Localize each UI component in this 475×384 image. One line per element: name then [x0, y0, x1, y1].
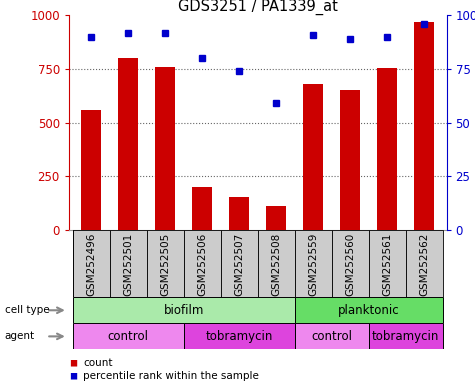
Bar	[377, 68, 398, 230]
Bar	[294, 297, 443, 323]
Bar	[221, 230, 257, 297]
Bar	[229, 197, 249, 230]
Bar	[294, 230, 332, 297]
Text: tobramycin: tobramycin	[372, 330, 439, 343]
Bar	[192, 187, 212, 230]
Bar	[340, 91, 361, 230]
Text: GSM252506: GSM252506	[197, 233, 207, 296]
Title: GDS3251 / PA1339_at: GDS3251 / PA1339_at	[178, 0, 338, 15]
Text: control: control	[311, 330, 352, 343]
Bar	[184, 230, 221, 297]
Bar	[110, 230, 147, 297]
Bar	[406, 230, 443, 297]
Text: GSM252496: GSM252496	[86, 233, 96, 296]
Text: control: control	[108, 330, 149, 343]
Bar	[332, 230, 369, 297]
Bar	[73, 297, 294, 323]
Bar	[155, 67, 175, 230]
Text: GSM252562: GSM252562	[419, 233, 429, 296]
Text: GSM252505: GSM252505	[160, 233, 170, 296]
Text: planktonic: planktonic	[338, 304, 399, 317]
Bar	[184, 323, 294, 349]
Bar	[369, 230, 406, 297]
Text: GSM252561: GSM252561	[382, 233, 392, 296]
Text: percentile rank within the sample: percentile rank within the sample	[83, 371, 259, 381]
Text: tobramycin: tobramycin	[206, 330, 273, 343]
Bar	[303, 84, 323, 230]
Text: ◼: ◼	[69, 358, 77, 368]
Bar	[369, 323, 443, 349]
Text: agent: agent	[5, 331, 35, 341]
Bar	[147, 230, 184, 297]
Text: count: count	[83, 358, 113, 368]
Bar	[294, 323, 369, 349]
Text: GSM252559: GSM252559	[308, 233, 318, 296]
Bar	[81, 110, 101, 230]
Bar	[118, 58, 138, 230]
Text: ◼: ◼	[69, 371, 77, 381]
Bar	[73, 323, 184, 349]
Text: GSM252560: GSM252560	[345, 233, 355, 296]
Text: GSM252508: GSM252508	[271, 233, 281, 296]
Text: GSM252501: GSM252501	[123, 233, 133, 296]
Text: biofilm: biofilm	[163, 304, 204, 317]
Bar	[257, 230, 294, 297]
Text: cell type: cell type	[5, 305, 49, 315]
Text: GSM252507: GSM252507	[234, 233, 244, 296]
Bar	[73, 230, 110, 297]
Bar	[266, 207, 286, 230]
Bar	[414, 22, 435, 230]
